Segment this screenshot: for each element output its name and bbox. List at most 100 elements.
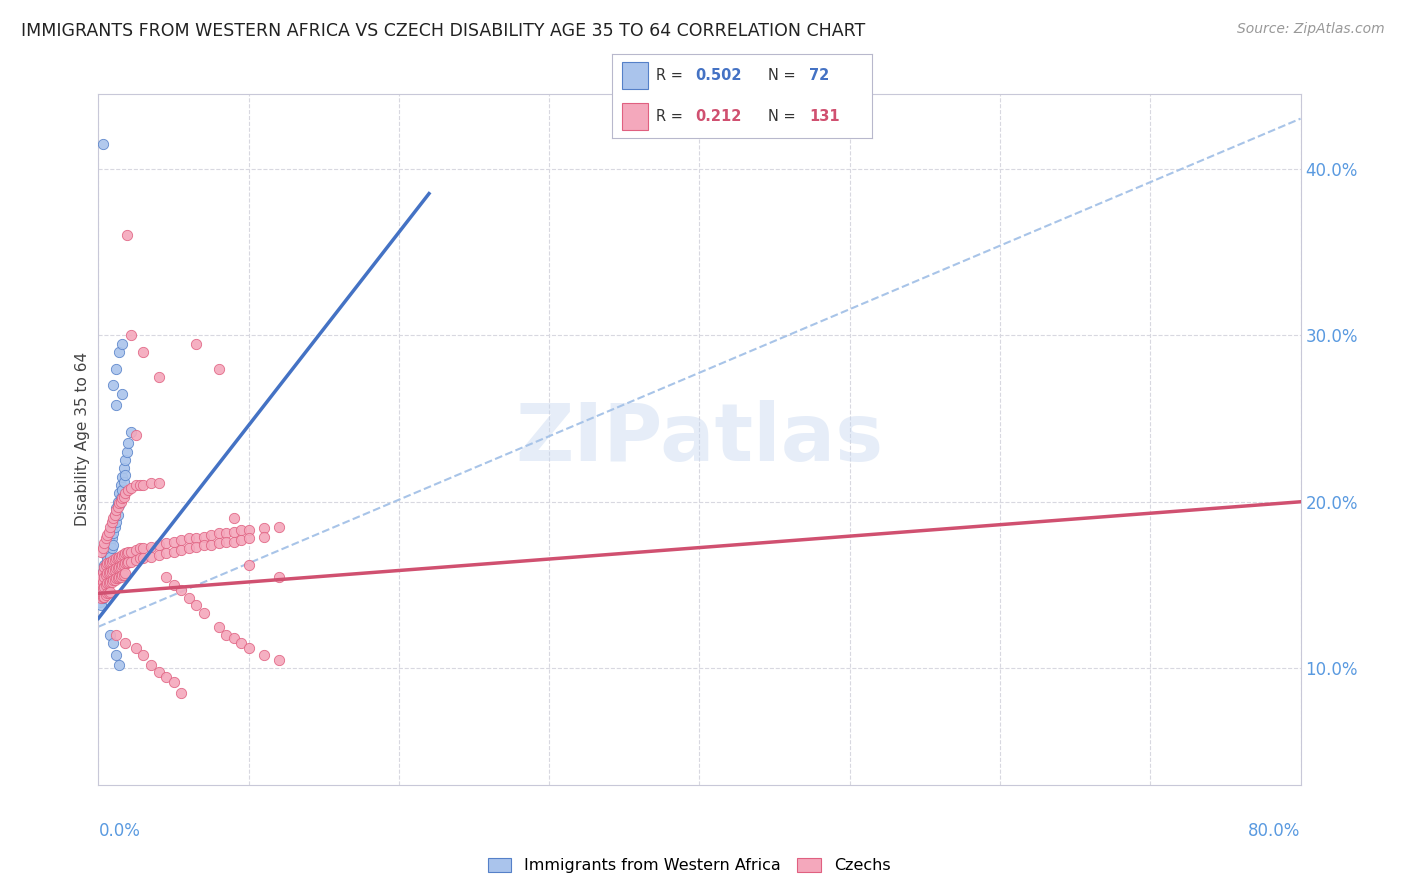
Point <box>97 586 120 600</box>
Point <box>101 520 124 534</box>
Point <box>222 524 245 539</box>
Point <box>111 568 134 582</box>
Point <box>105 648 128 662</box>
Point <box>215 628 238 642</box>
Point <box>110 549 132 564</box>
Point <box>267 570 290 584</box>
Point <box>94 582 117 596</box>
Point <box>96 576 118 591</box>
Point <box>125 478 148 492</box>
Point <box>101 555 124 569</box>
Point <box>90 578 112 592</box>
Point <box>222 534 245 549</box>
Point <box>104 520 127 534</box>
Text: 0.212: 0.212 <box>695 109 741 124</box>
Point <box>162 545 184 559</box>
Point <box>112 461 135 475</box>
Point <box>162 578 184 592</box>
Point <box>101 574 124 589</box>
Point <box>110 478 132 492</box>
Point <box>96 586 118 600</box>
Point <box>121 545 143 559</box>
Point <box>115 546 138 560</box>
Text: 80.0%: 80.0% <box>1249 822 1301 840</box>
Point <box>105 503 128 517</box>
Text: 72: 72 <box>810 68 830 83</box>
Point <box>117 555 139 569</box>
Point <box>105 515 128 529</box>
Point <box>89 582 111 596</box>
Point <box>91 574 114 589</box>
Point <box>162 674 184 689</box>
Point <box>111 491 134 506</box>
Point <box>94 570 117 584</box>
Point <box>93 570 115 584</box>
Point <box>100 520 122 534</box>
Point <box>215 534 238 549</box>
Point <box>101 541 124 556</box>
Point <box>110 559 132 574</box>
Point <box>104 508 127 522</box>
Point <box>215 526 238 541</box>
Point <box>112 490 135 504</box>
Point <box>89 574 111 589</box>
Y-axis label: Disability Age 35 to 64: Disability Age 35 to 64 <box>75 352 90 526</box>
Point <box>100 536 122 550</box>
Point <box>170 686 193 700</box>
Point <box>97 566 120 581</box>
Point <box>101 565 124 579</box>
Text: IMMIGRANTS FROM WESTERN AFRICA VS CZECH DISABILITY AGE 35 TO 64 CORRELATION CHAR: IMMIGRANTS FROM WESTERN AFRICA VS CZECH … <box>21 22 865 40</box>
Point <box>114 566 136 581</box>
Point <box>105 561 128 575</box>
Point <box>253 648 276 662</box>
Point <box>100 628 122 642</box>
Point <box>193 538 215 552</box>
Point <box>139 549 162 564</box>
Point <box>114 636 136 650</box>
Point <box>155 670 177 684</box>
Point <box>117 545 139 559</box>
Point <box>105 361 128 376</box>
Point <box>148 548 170 562</box>
Point <box>94 588 117 602</box>
Point <box>139 476 162 491</box>
Point <box>238 532 260 546</box>
Point <box>110 491 132 506</box>
Point <box>121 555 143 569</box>
Text: R =: R = <box>655 68 683 83</box>
Point <box>267 520 290 534</box>
Point <box>93 559 115 574</box>
Point <box>253 530 276 544</box>
Point <box>100 555 122 569</box>
Point <box>97 557 120 571</box>
Point <box>91 136 114 151</box>
Point <box>90 591 112 606</box>
Point <box>103 563 125 577</box>
Point <box>238 641 260 656</box>
Point <box>170 583 193 598</box>
Point <box>108 486 131 500</box>
Point <box>111 386 134 401</box>
Point <box>107 495 129 509</box>
Point <box>103 515 125 529</box>
Point <box>103 553 125 567</box>
Point <box>125 553 148 567</box>
Point <box>112 558 135 572</box>
Point <box>100 549 122 564</box>
Point <box>108 498 131 512</box>
Point <box>93 558 115 572</box>
Point <box>184 532 207 546</box>
Point <box>104 508 127 522</box>
Point <box>100 584 122 599</box>
Point <box>121 328 143 343</box>
Point <box>170 543 193 558</box>
Point <box>90 570 112 584</box>
Point <box>89 595 111 609</box>
Point <box>184 540 207 554</box>
Point <box>193 607 215 621</box>
Point <box>115 445 138 459</box>
Text: N =: N = <box>768 68 796 83</box>
Point <box>162 534 184 549</box>
Point <box>94 558 117 572</box>
Point <box>108 549 131 564</box>
